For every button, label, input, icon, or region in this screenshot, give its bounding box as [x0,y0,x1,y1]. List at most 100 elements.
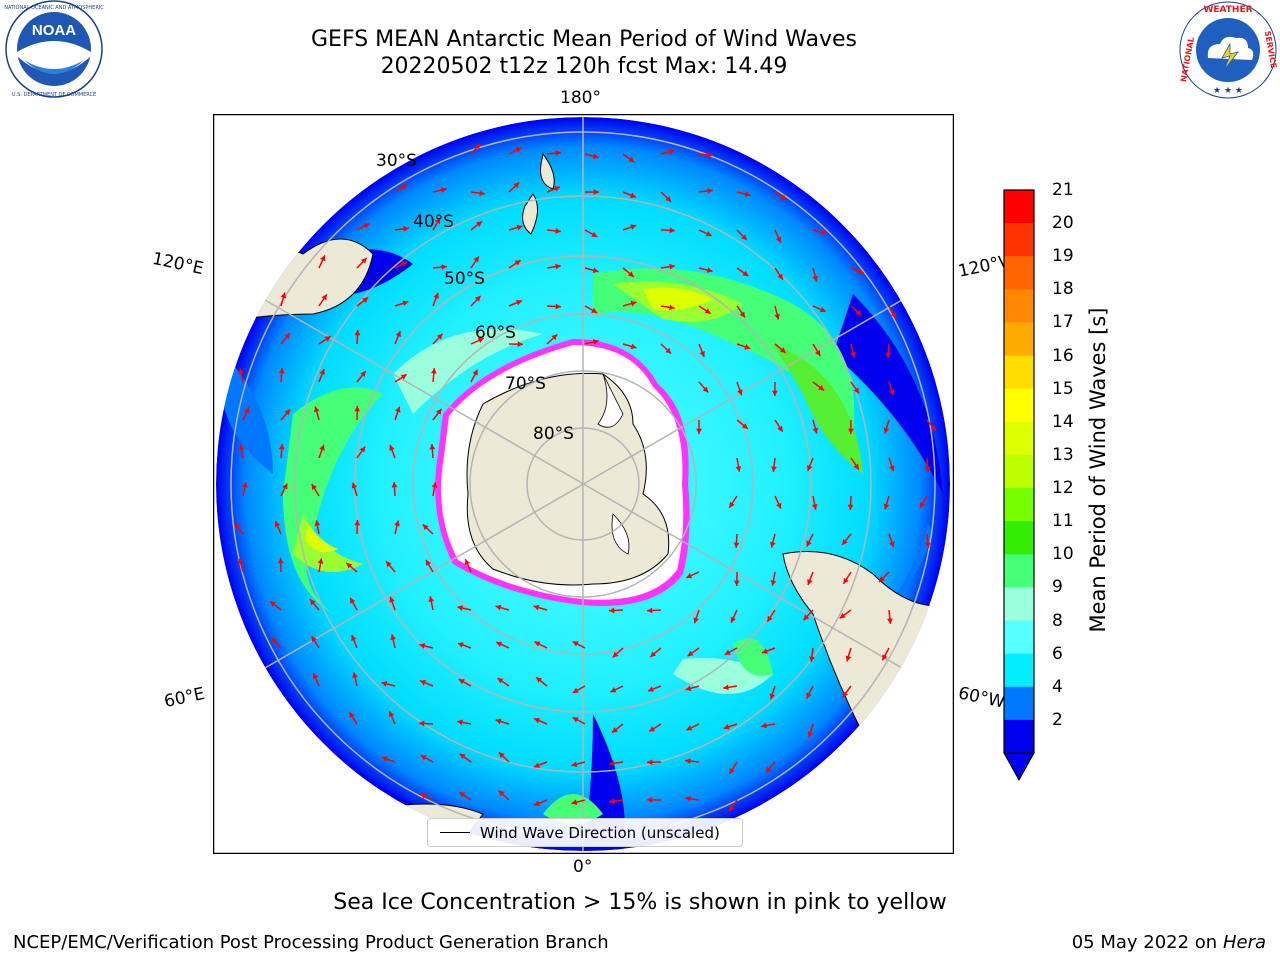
colorbar-level-14 [1004,421,1034,456]
wave-arrow-head [311,636,317,643]
wave-arrow-head [779,347,786,353]
wave-arrow-head [772,390,778,396]
wave-arrow-head [436,333,443,340]
wave-arrow-head [889,465,895,472]
wave-arrow-head [919,502,926,509]
wave-arrow-head [420,755,427,761]
wave-arrow-head [770,541,776,548]
wave-arrow-head [847,428,854,434]
wave-arrow-head [354,330,361,336]
wave-arrow-head [324,336,331,342]
wave-arrow-head [728,805,735,812]
wave-arrow-head [419,643,426,649]
colorbar-tick-6: 6 [1052,643,1063,664]
noaa-logo-text: NOAA [32,22,76,39]
colorbar-tick-11: 11 [1052,511,1074,532]
wave-arrow-head [282,483,288,490]
wave-arrow-head [669,304,675,311]
map-title-line2: 20220502 t12z 120h fcst Max: 14.49 [380,54,788,79]
wave-arrow-head [284,409,291,416]
wave-arrow-head [431,482,438,488]
colorbar-tick-2: 2 [1052,709,1063,730]
wave-arrow-head [820,229,827,235]
wave-arrow-head [807,465,813,471]
wave-arrow-head [572,641,579,647]
wave-arrow-head [686,572,693,579]
wave-arrow-head [422,524,429,531]
wave-arrow-head [889,541,895,548]
colorbar-level-2 [1004,719,1034,754]
colorbar-tick-10: 10 [1052,544,1074,565]
wave-arrow-head [815,349,821,356]
wave-arrow-head [534,717,541,724]
wave-arrow-head [457,719,463,726]
wave-arrow-head [238,444,245,450]
wave-arrow-head [390,634,396,641]
wave-arrow-head [389,596,395,603]
colorbar-tick-21: 21 [1052,180,1074,200]
wave-arrow-head [627,271,634,277]
date-text: 05 May 2022 on Hera [1072,932,1266,953]
wave-arrow-head [699,351,705,358]
wave-arrow-head [628,156,635,163]
wave-arrow-head [498,790,505,797]
wave-arrow-head [395,331,401,338]
wave-arrow-head [847,504,854,510]
colorbar-tick-18: 18 [1052,279,1074,300]
wave-arrow-head [381,681,388,687]
wave-arrow-head [724,649,731,655]
wave-arrow-head [685,685,692,692]
wave-arrow-head [457,642,464,648]
credit-text: NCEP/EMC/Verification Post Processing Pr… [13,932,609,953]
wave-arrow-head [592,267,599,274]
legend-label: Wind Wave Direction (unscaled) [480,823,720,842]
wave-arrow-head [473,256,479,263]
colorbar-tick-20: 20 [1052,213,1074,234]
wave-arrow-head [723,724,730,730]
wave-arrow-head [704,308,711,314]
wave-arrow-head [882,654,888,661]
noaa-logo: NOAA NATIONAL OCEANIC AND ATMOSPHERIC U.… [4,0,104,98]
national-weather-service-logo: WEATHER NATIONAL SERVICE ★ ★ ★ [1179,1,1278,99]
colorbar-tick-19: 19 [1052,246,1074,267]
lat-label-30s: 30°S [376,151,417,171]
wave-arrow-head [647,759,653,766]
wave-arrow-head [665,195,672,202]
wave-arrow-head [555,303,561,310]
wave-arrow-head [498,752,505,759]
wave-arrow-head [850,351,856,358]
colorbar-tick-17: 17 [1052,312,1074,333]
wave-arrow-head [857,268,864,274]
machine-name: Hera [1222,932,1266,953]
colorbar-tick-15: 15 [1052,378,1074,399]
wave-arrow-head [320,255,326,262]
wave-arrow-head [551,334,558,341]
lat-label-50s: 50°S [444,269,485,289]
wave-arrow-head [349,712,355,719]
wave-arrow-head [555,263,561,270]
wave-arrow-head [806,692,812,699]
svg-text:WEATHER: WEATHER [1203,5,1252,15]
wave-arrow-head [474,143,481,150]
colorbar-level-17 [1004,322,1034,357]
wave-arrow-head [729,767,735,774]
wave-arrow-head [723,684,729,691]
wave-arrow-head [360,257,367,264]
wave-arrow-head [401,261,408,267]
wave-arrow-head [739,311,745,318]
legend-line-swatch [440,832,470,833]
wave-arrow-head [647,797,653,803]
wave-arrow-head [238,558,244,565]
wave-arrow-head [534,641,541,647]
wave-arrow-head [533,604,540,611]
wave-arrow-head [311,484,317,491]
wave-arrow-head [733,580,740,586]
wave-arrow-head [853,387,860,394]
wave-arrow-head [818,385,825,391]
wave-arrow-head [842,538,848,545]
colorbar-tick-9: 9 [1052,577,1063,598]
wave-arrow-head [277,558,284,564]
wave-arrow-head [479,190,485,197]
wave-arrow-head [360,371,366,377]
wave-arrow-head [474,295,481,302]
